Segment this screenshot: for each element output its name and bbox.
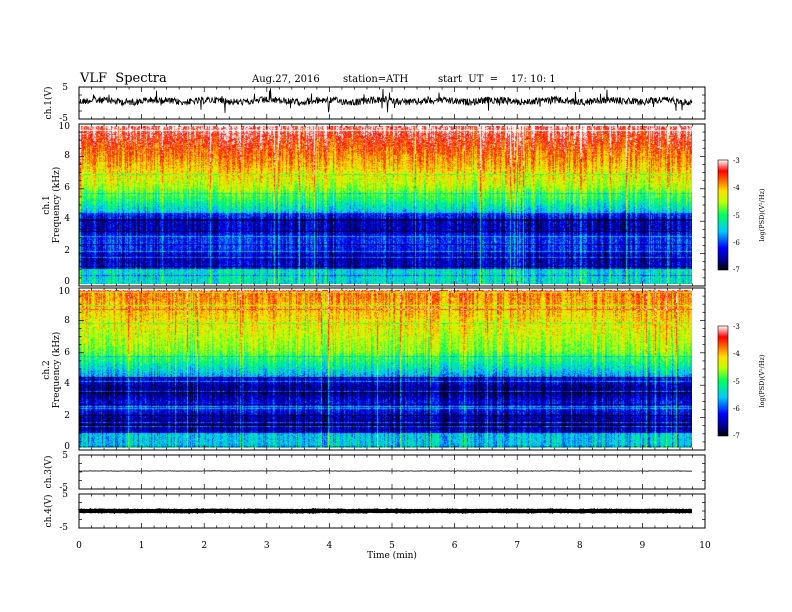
ch1-cbar-tick-m6: -6 (733, 239, 740, 247)
xtick-7: 7 (514, 541, 520, 551)
ch2-cbar-tick-m7: -7 (733, 432, 740, 440)
ch4-waveform-ylabel: ch.4(V) (43, 495, 54, 528)
station-label: station=ATH (343, 74, 409, 85)
ch1-waveform-ylabel: ch.1(V) (43, 87, 54, 120)
xtick-10: 10 (699, 541, 711, 551)
ch1-cbar-tick-m5: -5 (733, 212, 740, 220)
ch2-spec-ytick-6: 6 (64, 348, 70, 358)
ch1-cbar-tick-m7: -7 (733, 266, 740, 274)
ch3-waveform-line (78, 470, 692, 472)
ch1-spec-ytick-0: 0 (64, 277, 70, 287)
xtick-0: 0 (76, 541, 82, 551)
xtick-3: 3 (264, 541, 270, 551)
ch2-cbar-tick-m4: -4 (733, 350, 740, 358)
ch1-spec-ytick-4: 4 (64, 214, 70, 224)
ch1-cbar-tick-m3: -3 (733, 157, 740, 165)
ch1-colorbar-label: log(PSD)(V²/Hz) (758, 188, 766, 241)
ch3-ytick-bottom: -5 (59, 483, 68, 493)
ch2-cbar-tick-m3: -3 (733, 323, 740, 331)
ch3-ytick-top: 5 (62, 451, 68, 461)
ch2-spec-ytick-10: 10 (59, 287, 71, 297)
start-ut-label: start UT = 17: 10: 1 (438, 74, 556, 85)
ch4-ytick-bottom: -5 (59, 523, 68, 533)
ch1-spec-ytick-2: 2 (64, 246, 70, 256)
ch2-spec-ytick-2: 2 (64, 411, 70, 421)
axis-ticks (78, 86, 706, 529)
ch2-spectrogram-frame (78, 287, 706, 451)
xaxis-label: Time (min) (367, 550, 417, 561)
ch1-ytick-bottom: -5 (59, 114, 68, 124)
ch4-waveform-line (77, 507, 692, 515)
ch2-colorbar-label: log(PSD)(V²/Hz) (758, 354, 766, 407)
xtick-8: 8 (577, 541, 583, 551)
ch1-spectrogram-frame (78, 123, 706, 287)
ch2-spec-ytick-0: 0 (64, 442, 70, 452)
ch4-ytick-top: 5 (62, 490, 68, 500)
ch1-spec-ytick-10: 10 (59, 122, 71, 132)
ch2-colorbar (717, 325, 729, 437)
ch3-waveform-ylabel: ch.3(V) (43, 456, 54, 489)
xtick-4: 4 (327, 541, 333, 551)
ch2-spec-ytick-8: 8 (64, 316, 70, 326)
ch2-spectrogram-image (79, 290, 692, 448)
xtick-5: 5 (389, 541, 395, 551)
ch1-spec-ytick-8: 8 (64, 151, 70, 161)
ch1-cbar-tick-m4: -4 (733, 184, 740, 192)
ch2-spec-channel-label: ch.2 (42, 360, 52, 379)
xtick-6: 6 (452, 541, 458, 551)
ch1-waveform-line (78, 88, 693, 113)
ch2-spec-ylabel: Frequency (kHz) (51, 332, 62, 409)
xtick-9: 9 (640, 541, 646, 551)
xtick-1: 1 (139, 541, 145, 551)
ch1-spec-channel-label: ch.1 (42, 195, 52, 214)
date-label: Aug.27, 2016 (252, 74, 320, 85)
ch1-colorbar (717, 159, 729, 271)
ch2-cbar-tick-m6: -6 (733, 405, 740, 413)
ch1-spec-ylabel: Frequency (kHz) (51, 167, 62, 244)
ch2-spec-ytick-4: 4 (64, 379, 70, 389)
ch1-spec-ytick-6: 6 (64, 183, 70, 193)
chart-title: VLF Spectra (80, 71, 167, 86)
xtick-2: 2 (201, 541, 207, 551)
ch1-ytick-top: 5 (62, 83, 68, 93)
ch2-cbar-tick-m5: -5 (733, 378, 740, 386)
ch1-spectrogram-image (79, 126, 692, 284)
